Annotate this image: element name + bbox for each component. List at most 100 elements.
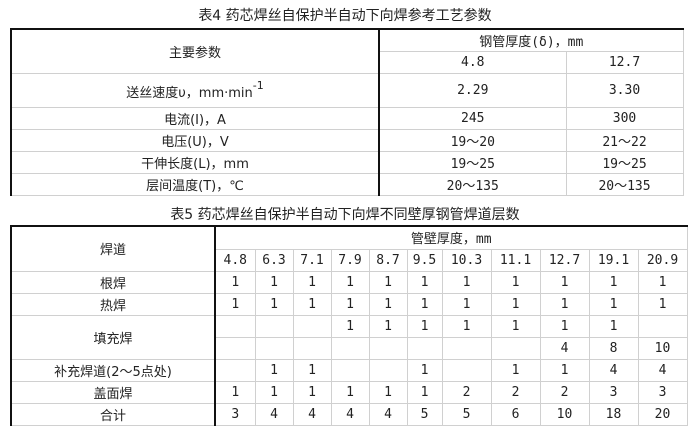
cell-value — [368, 358, 408, 382]
cell-value: 5 — [406, 402, 443, 426]
column-header: 9.5 — [406, 248, 443, 272]
cell-value: 1 — [292, 292, 332, 316]
row-label: 合计 — [10, 402, 216, 426]
column-header: 4.8 — [378, 50, 567, 74]
cell-value: 4 — [254, 402, 294, 426]
table-row: 合计 3 4 4 4 4 5 5 6 10 18 20 — [10, 402, 688, 426]
cell-value: 1 — [254, 292, 294, 316]
column-header: 8.7 — [368, 248, 408, 272]
cell-value: 1 — [368, 380, 408, 404]
cell-value: 1 — [368, 292, 408, 316]
cell-value: 4 — [330, 402, 370, 426]
cell-value: 4 — [588, 358, 639, 382]
cell-value: 20～135 — [565, 172, 684, 196]
cell-value — [214, 336, 256, 360]
row-label-text: 干伸长度(L)，mm — [141, 156, 249, 172]
cell-value: 3.30 — [565, 72, 684, 108]
cell-value: 1 — [539, 358, 590, 382]
row-label: 电流(I)，A — [10, 106, 380, 130]
cell-value: 3 — [637, 380, 688, 404]
cell-value: 20～135 — [378, 172, 567, 196]
cell-value: 300 — [565, 106, 684, 130]
thickness-header: 管壁厚度，mm — [214, 225, 688, 250]
cell-value: 1 — [330, 380, 370, 404]
cell-value: 1 — [637, 270, 688, 294]
cell-value: 19～20 — [378, 128, 567, 152]
row-label-text: 层间温度(T)，℃ — [146, 178, 244, 194]
column-header: 12.7 — [539, 248, 590, 272]
cell-value: 1 — [406, 314, 443, 338]
cell-value: 3 — [214, 402, 256, 426]
cell-value: 1 — [539, 270, 590, 294]
cell-value — [254, 336, 294, 360]
cell-value — [330, 358, 370, 382]
cell-value — [330, 336, 370, 360]
row-label: 补充焊道(2～5点处) — [10, 358, 216, 382]
row-label: 填充焊 — [10, 314, 216, 360]
cell-value: 4 — [292, 402, 332, 426]
cell-value: 10 — [637, 336, 688, 360]
column-header: 4.8 — [214, 248, 256, 272]
row-label: 电压(U)，V — [10, 128, 380, 152]
cell-value: 1 — [406, 380, 443, 404]
cell-value — [292, 314, 332, 338]
row-label-text: 送丝速度υ，mm·min — [126, 86, 253, 101]
cell-value: 20 — [637, 402, 688, 426]
cell-value: 1 — [214, 380, 256, 404]
cell-value: 1 — [406, 358, 443, 382]
row-label-text: 电压(U)，V — [161, 134, 229, 150]
cell-value: 1 — [490, 358, 541, 382]
column-header: 10.3 — [441, 248, 492, 272]
cell-value: 21～22 — [565, 128, 684, 152]
cell-value: 1 — [292, 358, 332, 382]
cell-value — [292, 336, 332, 360]
cell-value: 4 — [637, 358, 688, 382]
cell-value — [214, 314, 256, 338]
column-header: 7.9 — [330, 248, 370, 272]
column-header: 12.7 — [565, 50, 684, 74]
process-parameters-table: 主要参数 钢管厚度(δ)，mm 4.8 12.7 送丝速度υ，mm·min-1 2… — [10, 28, 684, 196]
cell-value: 19～25 — [378, 150, 567, 174]
cell-value: 1 — [292, 380, 332, 404]
cell-value: 1 — [292, 270, 332, 294]
cell-value: 1 — [637, 292, 688, 316]
cell-value: 1 — [330, 314, 370, 338]
cell-value: 1 — [539, 314, 590, 338]
thickness-header: 钢管厚度(δ)，mm — [378, 28, 684, 52]
row-label: 干伸长度(L)，mm — [10, 150, 380, 174]
cell-value — [637, 314, 688, 338]
cell-value — [254, 314, 294, 338]
cell-value — [441, 358, 492, 382]
cell-value: 1 — [588, 270, 639, 294]
row-label: 根焊 — [10, 270, 216, 294]
cell-value: 1 — [441, 314, 492, 338]
row-label: 层间温度(T)，℃ — [10, 172, 380, 196]
row-label: 盖面焊 — [10, 380, 216, 404]
cell-value: 2 — [441, 380, 492, 404]
cell-value: 1 — [330, 270, 370, 294]
cell-value: 1 — [490, 292, 541, 316]
table-row: 盖面焊 1 1 1 1 1 1 2 2 2 3 3 — [10, 380, 688, 404]
cell-value — [490, 336, 541, 360]
cell-value: 1 — [254, 358, 294, 382]
cell-value: 1 — [490, 270, 541, 294]
table-row: 电流(I)，A 245 300 — [10, 106, 684, 130]
table4-title: 表4 药芯焊丝自保护半自动下向焊参考工艺参数 — [198, 8, 492, 24]
row-label-text: 电流(I)，A — [164, 112, 226, 128]
cell-value: 2.29 — [378, 72, 567, 108]
cell-value: 3 — [588, 380, 639, 404]
cell-value: 1 — [214, 292, 256, 316]
cell-value — [406, 336, 443, 360]
cell-value: 10 — [539, 402, 590, 426]
cell-value: 1 — [588, 314, 639, 338]
cell-value: 2 — [539, 380, 590, 404]
table-row: 层间温度(T)，℃ 20～135 20～135 — [10, 172, 684, 196]
cell-value: 1 — [441, 292, 492, 316]
table-row: 送丝速度υ，mm·min-1 2.29 3.30 — [10, 72, 684, 108]
column-header: 19.1 — [588, 248, 639, 272]
table5-title: 表5 药芯焊丝自保护半自动下向焊不同壁厚钢管焊道层数 — [170, 207, 520, 223]
cell-value: 19～25 — [565, 150, 684, 174]
cell-value — [214, 358, 256, 382]
cell-value: 1 — [539, 292, 590, 316]
cell-value: 4 — [368, 402, 408, 426]
